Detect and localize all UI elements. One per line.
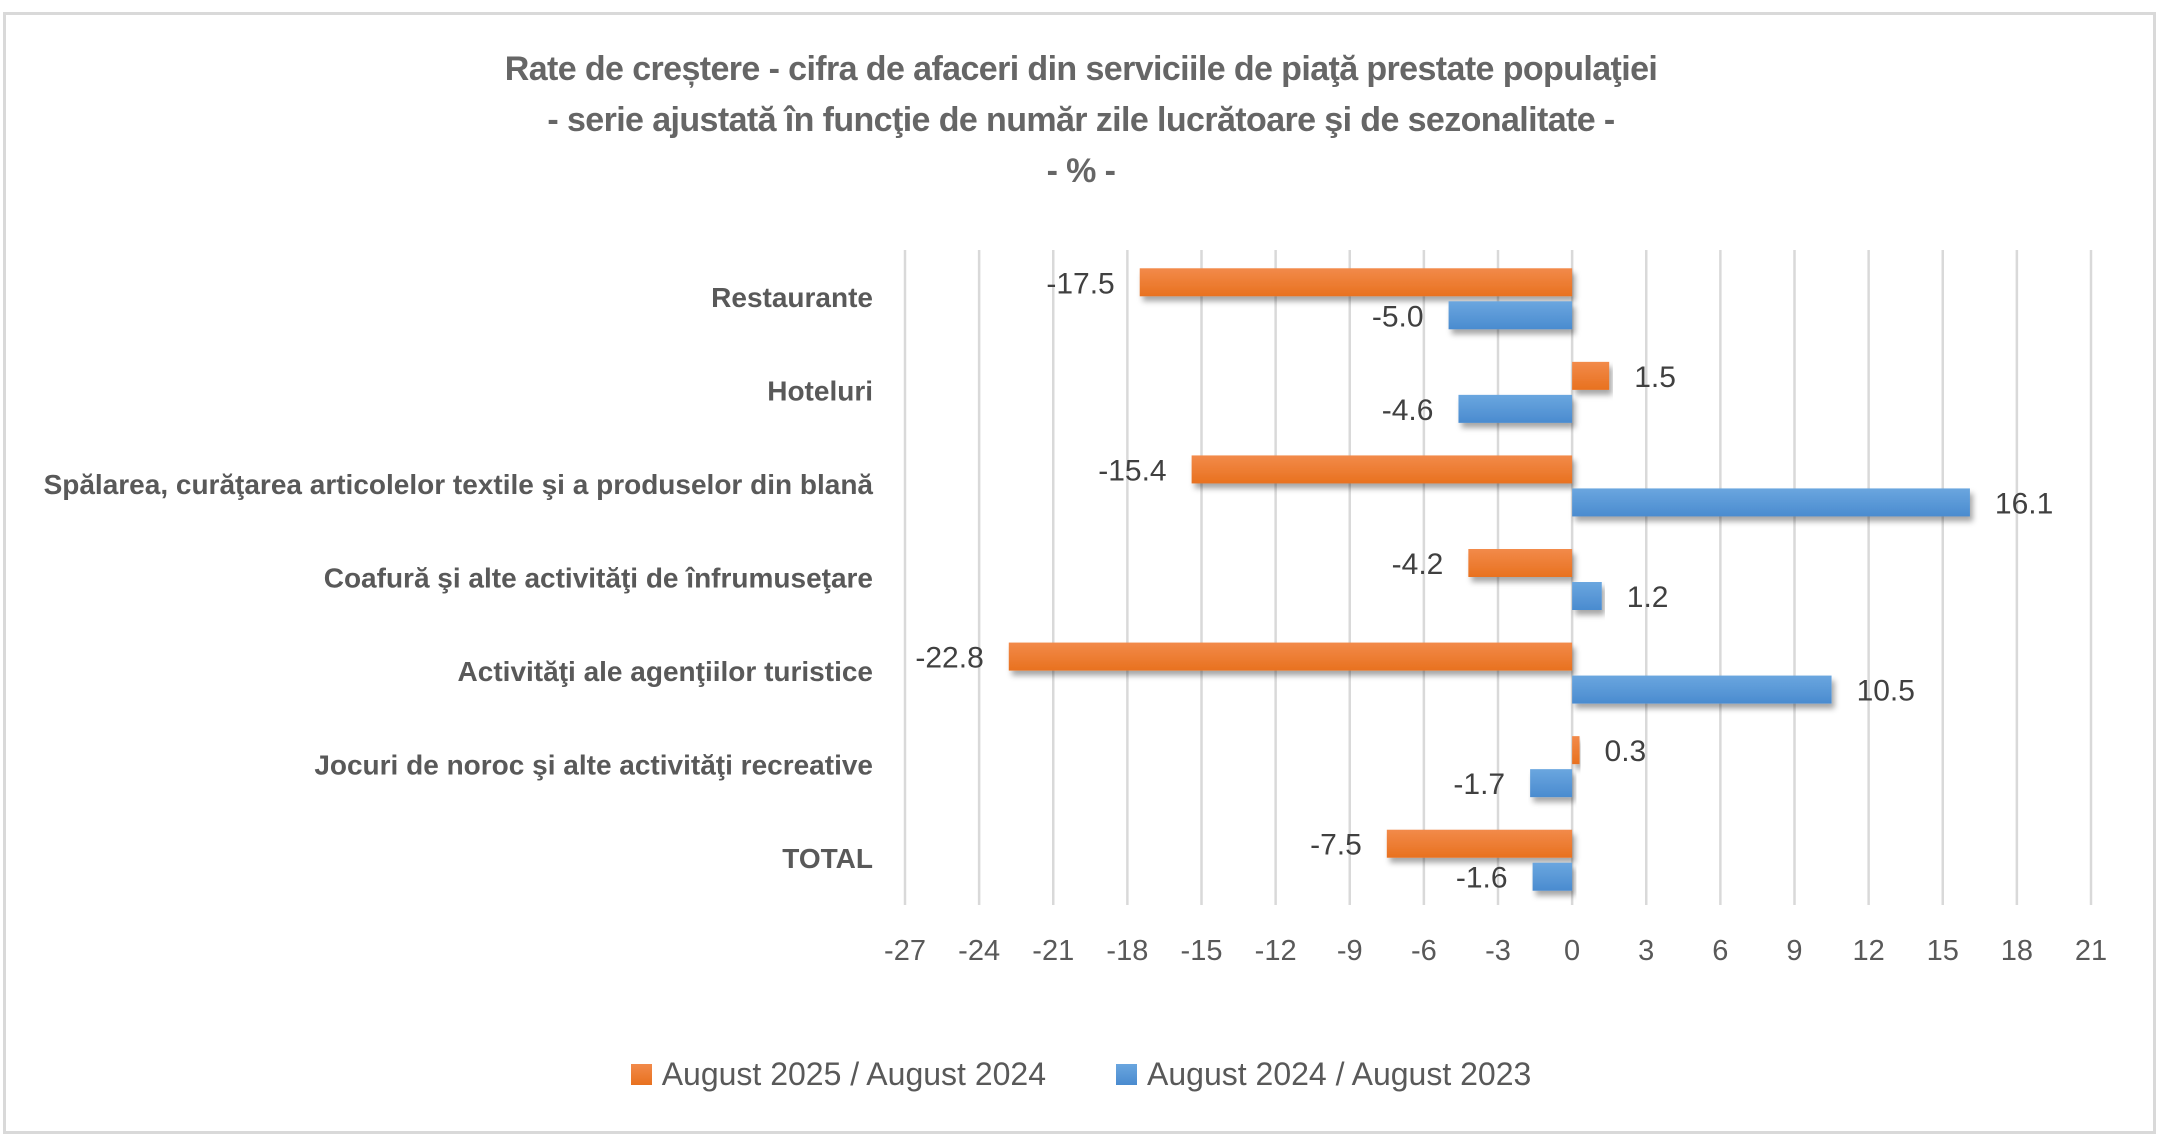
chart-title: Rate de creștere - cifra de afaceri din … — [0, 44, 2162, 197]
bar-aug2024-vs-aug2023 — [1530, 769, 1573, 798]
legend-item-series-2: August 2024 / August 2023 — [1116, 1056, 1531, 1093]
bar-aug2025-vs-aug2024 — [1191, 455, 1573, 484]
x-tick-label: -3 — [1485, 935, 1511, 967]
chart-frame — [3, 12, 2156, 1134]
category-labels: Restaurante Hoteluri Spălarea, curăţarea a… — [44, 282, 874, 874]
chart-title-line-3: - % - — [1046, 152, 1116, 190]
x-tick-label: -24 — [958, 935, 1000, 967]
x-tick-label: 18 — [2001, 935, 2033, 967]
category-label: Coafură şi alte activităţi de înfrumuseţ… — [324, 563, 873, 594]
x-tick-label: -21 — [1032, 935, 1074, 967]
data-label: -7.5 — [1310, 829, 1362, 862]
x-tick-label: 12 — [1852, 935, 1884, 967]
legend-label-series-2: August 2024 / August 2023 — [1147, 1056, 1532, 1092]
x-tick-label: 9 — [1786, 935, 1802, 967]
legend-swatch-orange — [630, 1064, 652, 1085]
data-label: 10.5 — [1857, 675, 1915, 708]
x-tick-label: 3 — [1638, 935, 1654, 967]
data-label: 1.2 — [1627, 581, 1669, 614]
bar-aug2025-vs-aug2024 — [1139, 268, 1573, 297]
category-label: Jocuri de noroc şi alte activităţi recre… — [314, 750, 873, 781]
x-tick-label: -15 — [1181, 935, 1223, 967]
data-label: -5.0 — [1372, 300, 1424, 333]
category-label: Restaurante — [711, 282, 873, 313]
category-label: Spălarea, curăţarea articolelor textile … — [44, 469, 874, 500]
data-label: 0.3 — [1605, 735, 1647, 768]
legend-item-series-1: August 2025 / August 2024 — [630, 1056, 1046, 1093]
chart-title-line-1: Rate de creștere - cifra de afaceri din … — [504, 50, 1658, 88]
chart-title-line-2: - serie ajustată în funcţie de număr zil… — [547, 101, 1615, 139]
bar-aug2024-vs-aug2023 — [1572, 582, 1602, 610]
x-tick-label: -18 — [1106, 935, 1148, 967]
x-tick-label: 21 — [2075, 935, 2107, 967]
category-label: Hoteluri — [767, 375, 873, 406]
bar-aug2024-vs-aug2023 — [1572, 675, 1832, 704]
x-tick-label: 0 — [1564, 935, 1580, 967]
bar-aug2024-vs-aug2023 — [1448, 301, 1573, 330]
x-tick-label: -9 — [1337, 935, 1363, 967]
data-label: -4.2 — [1392, 548, 1444, 581]
bars — [1008, 268, 1970, 891]
x-tick-label: -27 — [884, 935, 926, 967]
bar-aug2024-vs-aug2023 — [1532, 862, 1573, 891]
data-label: -1.6 — [1456, 862, 1508, 895]
bar-aug2025-vs-aug2024 — [1386, 829, 1573, 858]
data-label: -15.4 — [1098, 454, 1166, 487]
x-tick-label: -6 — [1411, 935, 1437, 967]
legend-swatch-blue — [1116, 1064, 1137, 1085]
data-label: -17.5 — [1046, 267, 1114, 300]
bar-aug2024-vs-aug2023 — [1572, 488, 1970, 517]
category-label: Activităţi ale agenţiilor turistice — [458, 656, 873, 687]
legend: August 2025 / August 2024 August 2024 / … — [0, 1056, 2162, 1093]
bar-aug2025-vs-aug2024 — [1468, 549, 1573, 577]
bar-aug2025-vs-aug2024 — [1572, 736, 1580, 765]
data-label: 1.5 — [1634, 361, 1676, 394]
bar-aug2025-vs-aug2024 — [1008, 642, 1573, 671]
data-label: -22.8 — [915, 642, 983, 675]
data-label: -4.6 — [1382, 394, 1434, 427]
x-tick-label: 15 — [1927, 935, 1959, 967]
gridlines — [903, 250, 2093, 905]
data-labels: -17.5 -5.0 1.5 -4.6 -15.4 16.1 -4.2 1.2 -22.8 10.… — [915, 267, 2053, 894]
x-tick-label: 6 — [1712, 935, 1728, 967]
data-label: 16.1 — [1995, 487, 2053, 520]
bar-aug2025-vs-aug2024 — [1572, 361, 1610, 390]
bar-aug2024-vs-aug2023 — [1458, 394, 1573, 423]
legend-label-series-1: August 2025 / August 2024 — [661, 1056, 1046, 1092]
x-axis-tick-labels: -27 -24 -21 -18 -15 -12 -9 -6 -3 0 3 6 9 12 15 18 21 — [884, 935, 2107, 967]
x-tick-label: -12 — [1255, 935, 1297, 967]
category-label: TOTAL — [782, 843, 873, 874]
data-label: -1.7 — [1453, 768, 1505, 801]
